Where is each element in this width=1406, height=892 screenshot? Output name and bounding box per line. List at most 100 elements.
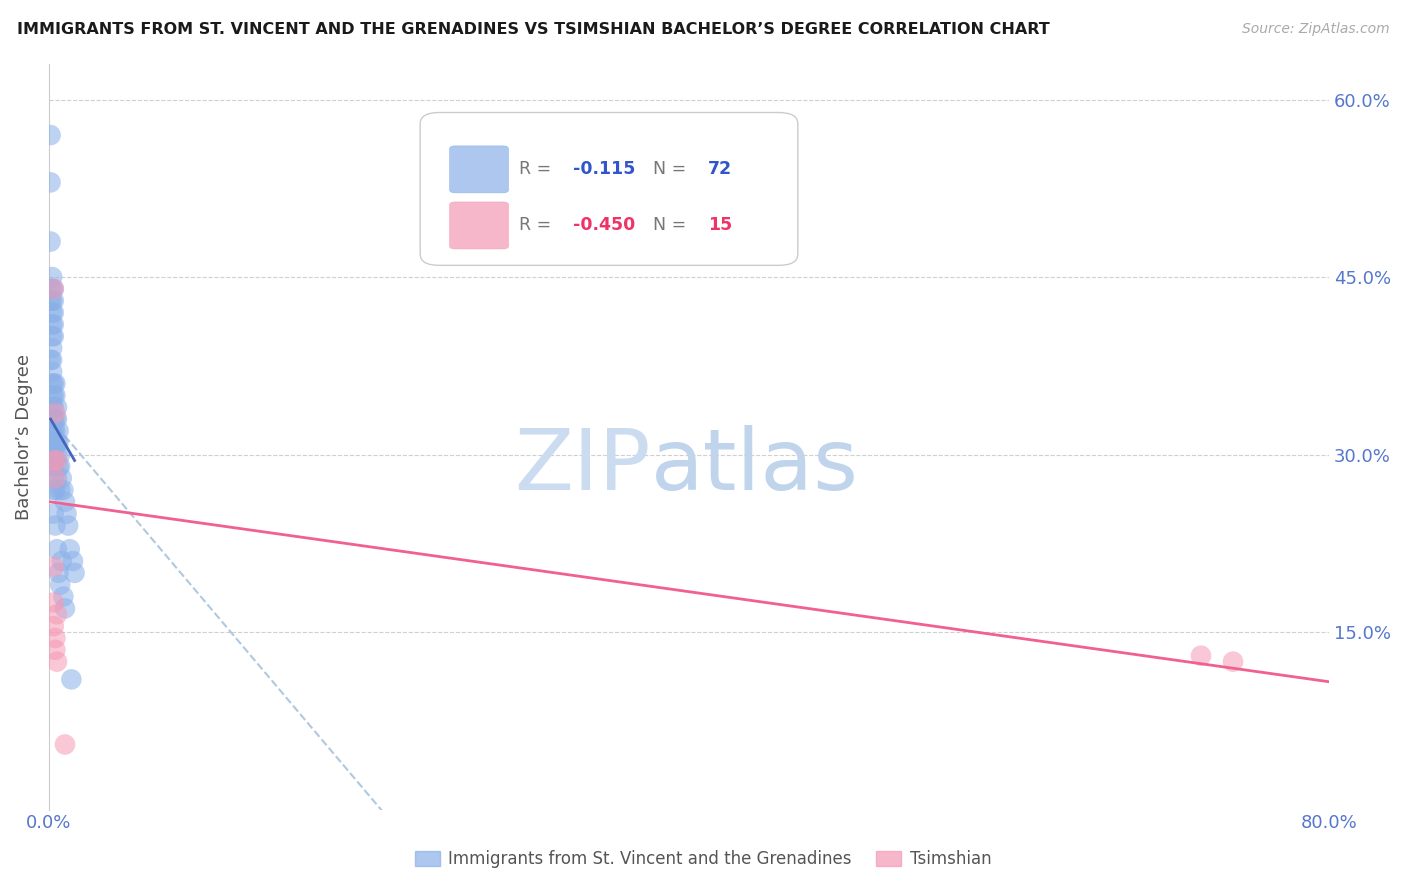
Point bbox=[46, 401, 69, 415]
Point bbox=[41, 376, 63, 391]
Point bbox=[42, 412, 65, 426]
Text: Source: ZipAtlas.com: Source: ZipAtlas.com bbox=[1241, 22, 1389, 37]
Point bbox=[42, 483, 65, 497]
Point bbox=[49, 459, 72, 474]
Point bbox=[42, 453, 65, 467]
Point bbox=[42, 448, 65, 462]
Point bbox=[42, 282, 65, 296]
Point bbox=[41, 282, 63, 296]
Point bbox=[44, 483, 66, 497]
Point bbox=[41, 435, 63, 450]
Point bbox=[41, 448, 63, 462]
Point bbox=[46, 448, 69, 462]
Point bbox=[41, 412, 63, 426]
Point bbox=[46, 542, 69, 557]
Point bbox=[53, 495, 76, 509]
Point bbox=[39, 175, 62, 189]
Point bbox=[44, 388, 66, 402]
FancyBboxPatch shape bbox=[450, 146, 509, 193]
Point bbox=[41, 388, 63, 402]
Point bbox=[42, 435, 65, 450]
Point bbox=[42, 507, 65, 521]
Point bbox=[44, 631, 66, 645]
Legend: Immigrants from St. Vincent and the Grenadines, Tsimshian: Immigrants from St. Vincent and the Gren… bbox=[408, 844, 998, 875]
Point bbox=[49, 578, 72, 592]
Point bbox=[46, 453, 69, 467]
Point bbox=[41, 352, 63, 367]
Point bbox=[44, 471, 66, 485]
Point bbox=[46, 435, 69, 450]
Point bbox=[48, 435, 70, 450]
Text: ZIP: ZIP bbox=[515, 425, 651, 508]
Point bbox=[41, 459, 63, 474]
Point bbox=[41, 341, 63, 355]
Point bbox=[49, 483, 72, 497]
Text: IMMIGRANTS FROM ST. VINCENT AND THE GRENADINES VS TSIMSHIAN BACHELOR’S DEGREE CO: IMMIGRANTS FROM ST. VINCENT AND THE GREN… bbox=[17, 22, 1050, 37]
Text: -0.450: -0.450 bbox=[572, 217, 634, 235]
Text: R =: R = bbox=[519, 161, 557, 178]
Text: N =: N = bbox=[654, 217, 692, 235]
Point bbox=[41, 401, 63, 415]
Point bbox=[42, 388, 65, 402]
Point bbox=[1189, 648, 1212, 663]
Point bbox=[42, 471, 65, 485]
Point bbox=[53, 738, 76, 752]
Point bbox=[42, 401, 65, 415]
Text: atlas: atlas bbox=[651, 425, 859, 508]
Point bbox=[42, 305, 65, 319]
Point bbox=[39, 352, 62, 367]
Point bbox=[42, 424, 65, 438]
Point bbox=[49, 448, 72, 462]
Point bbox=[42, 619, 65, 633]
Point bbox=[62, 554, 84, 568]
Point bbox=[42, 376, 65, 391]
FancyBboxPatch shape bbox=[450, 202, 509, 249]
Point bbox=[41, 365, 63, 379]
Point bbox=[42, 318, 65, 332]
Point bbox=[48, 424, 70, 438]
Text: R =: R = bbox=[519, 217, 557, 235]
Point bbox=[55, 507, 77, 521]
Text: 15: 15 bbox=[709, 217, 733, 235]
Point bbox=[41, 293, 63, 308]
Point bbox=[42, 595, 65, 609]
Point bbox=[42, 329, 65, 343]
FancyBboxPatch shape bbox=[420, 112, 797, 265]
Point bbox=[52, 483, 75, 497]
Point bbox=[39, 293, 62, 308]
Y-axis label: Bachelor’s Degree: Bachelor’s Degree bbox=[15, 354, 32, 520]
Point bbox=[44, 642, 66, 657]
Point bbox=[44, 376, 66, 391]
Point bbox=[39, 128, 62, 142]
Point bbox=[44, 424, 66, 438]
Point bbox=[56, 518, 79, 533]
Point bbox=[44, 435, 66, 450]
Point bbox=[39, 282, 62, 296]
Point bbox=[46, 471, 69, 485]
Point bbox=[41, 318, 63, 332]
Text: -0.115: -0.115 bbox=[572, 161, 636, 178]
Point bbox=[44, 412, 66, 426]
Point bbox=[46, 412, 69, 426]
Text: N =: N = bbox=[654, 161, 692, 178]
Point bbox=[39, 235, 62, 249]
Point bbox=[42, 282, 65, 296]
Point bbox=[1222, 655, 1244, 669]
Point bbox=[60, 673, 83, 687]
Point bbox=[51, 471, 73, 485]
Point bbox=[42, 293, 65, 308]
Point bbox=[46, 607, 69, 622]
Point bbox=[48, 459, 70, 474]
Point bbox=[42, 459, 65, 474]
Point bbox=[44, 406, 66, 420]
Point bbox=[59, 542, 82, 557]
Point bbox=[42, 560, 65, 574]
Point bbox=[41, 270, 63, 285]
Point bbox=[44, 518, 66, 533]
Point bbox=[41, 329, 63, 343]
Point bbox=[41, 305, 63, 319]
Point bbox=[51, 554, 73, 568]
Text: 72: 72 bbox=[709, 161, 733, 178]
Point bbox=[48, 566, 70, 580]
Point bbox=[52, 590, 75, 604]
